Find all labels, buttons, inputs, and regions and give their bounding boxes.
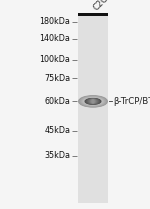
Ellipse shape <box>81 97 105 106</box>
Ellipse shape <box>87 99 99 104</box>
Text: 100kDa: 100kDa <box>40 55 70 64</box>
Ellipse shape <box>92 100 94 103</box>
Ellipse shape <box>86 99 100 104</box>
Ellipse shape <box>80 96 106 107</box>
Text: β-TrCP/BTRC: β-TrCP/BTRC <box>113 97 150 106</box>
Ellipse shape <box>88 99 98 103</box>
Ellipse shape <box>85 99 101 104</box>
Ellipse shape <box>92 100 94 103</box>
Text: 45kDa: 45kDa <box>45 126 70 135</box>
Text: C2C12: C2C12 <box>92 0 117 13</box>
Text: 60kDa: 60kDa <box>45 97 70 106</box>
Text: 35kDa: 35kDa <box>45 151 70 160</box>
Bar <box>78 13 108 16</box>
Text: 75kDa: 75kDa <box>44 74 70 83</box>
Ellipse shape <box>89 99 97 103</box>
Ellipse shape <box>79 96 107 107</box>
Ellipse shape <box>91 100 95 103</box>
Bar <box>78 14 108 203</box>
Ellipse shape <box>81 97 105 106</box>
Ellipse shape <box>83 98 103 105</box>
Ellipse shape <box>82 97 104 105</box>
Text: 140kDa: 140kDa <box>40 34 70 43</box>
Ellipse shape <box>90 99 96 103</box>
Ellipse shape <box>87 99 99 104</box>
Ellipse shape <box>85 99 101 104</box>
Text: 180kDa: 180kDa <box>40 17 70 27</box>
Ellipse shape <box>84 98 102 104</box>
